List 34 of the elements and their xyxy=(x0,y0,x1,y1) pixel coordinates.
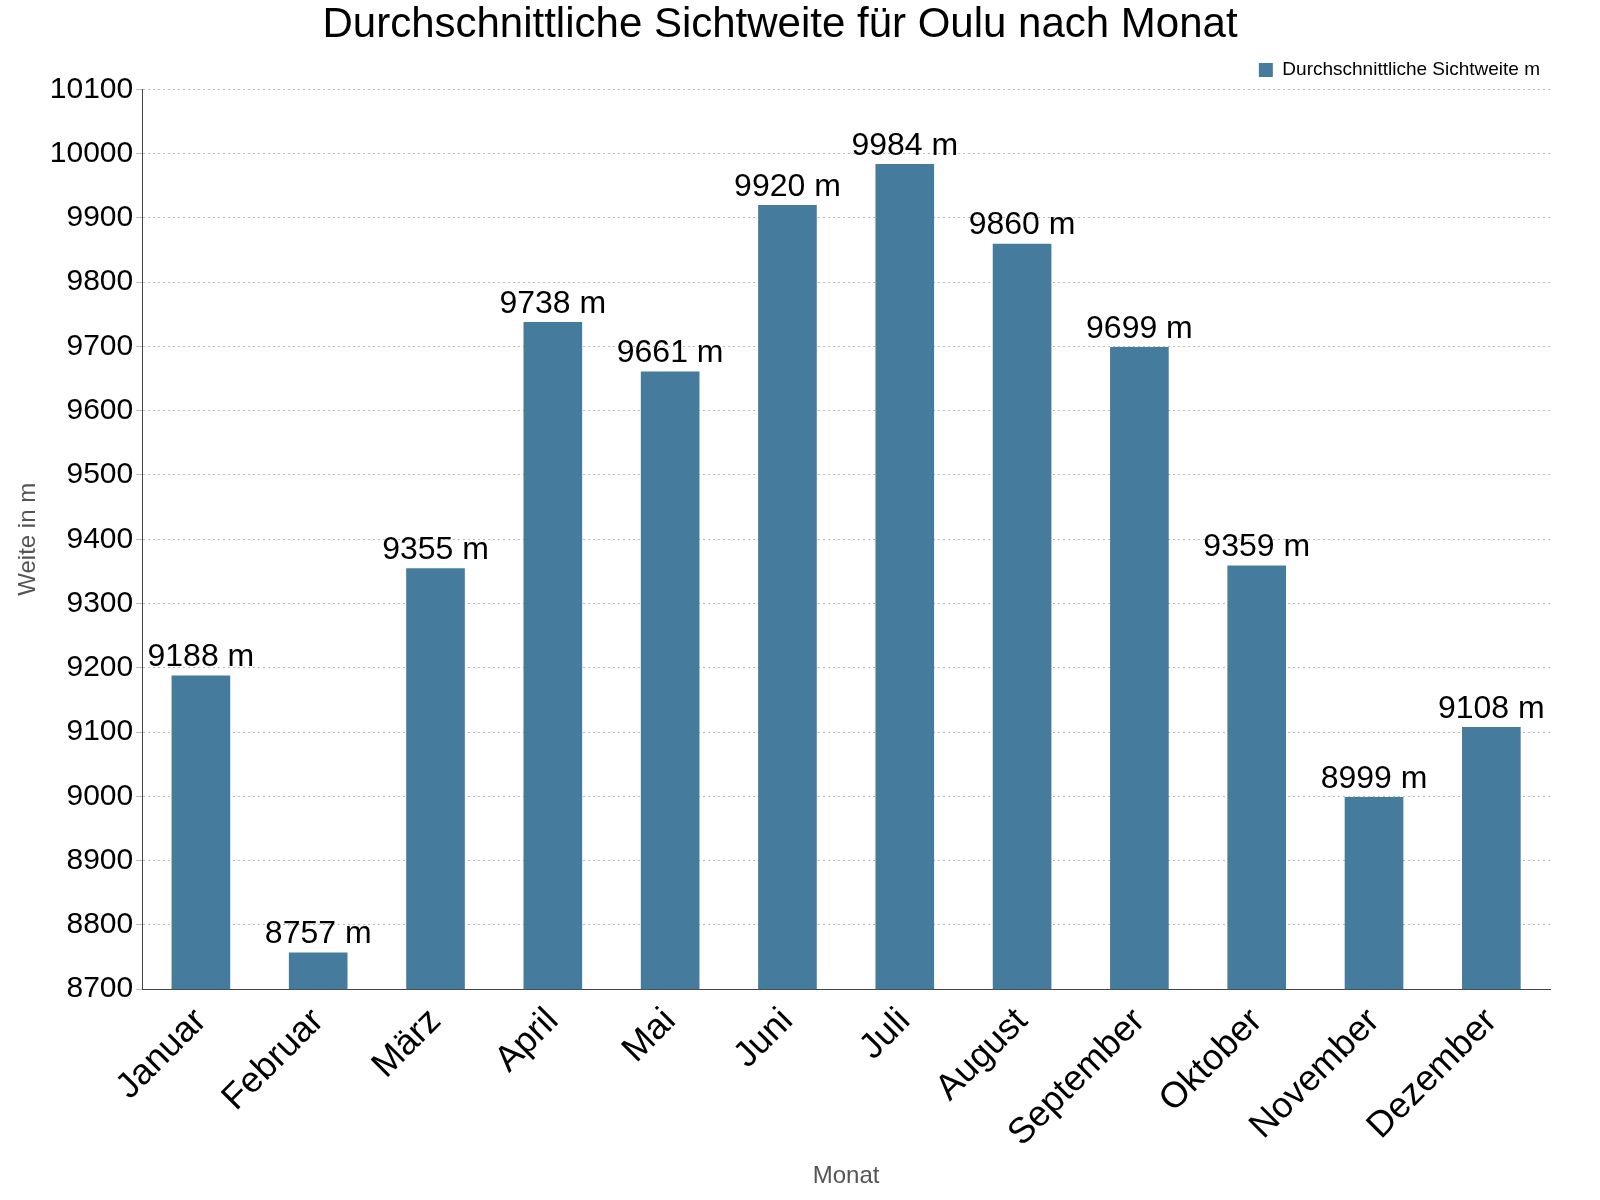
x-tick-label: Juni xyxy=(724,999,801,1075)
chart-title: Durchschnittliche Sichtweite für Oulu nach Monat xyxy=(322,0,1238,46)
data-label: 9984 m xyxy=(851,125,959,162)
y-tick-label: 9100 xyxy=(66,713,134,747)
data-label: 9661 m xyxy=(616,333,724,370)
y-tick-label: 9700 xyxy=(66,327,134,361)
data-label: 9860 m xyxy=(968,205,1076,242)
y-tick-label: 8800 xyxy=(66,906,134,940)
data-label: 9738 m xyxy=(499,283,607,320)
x-axis-title: Monat xyxy=(812,1161,880,1189)
data-label: 8757 m xyxy=(264,914,372,951)
y-tick-label: 9500 xyxy=(66,456,134,490)
y-tick-label: 8700 xyxy=(66,970,134,1004)
y-tick-label: 9200 xyxy=(66,649,134,683)
data-label: 9699 m xyxy=(1086,308,1193,345)
data-label: 9108 m xyxy=(1437,688,1545,725)
x-tick-label: Juli xyxy=(850,999,918,1067)
y-tick-label: 9300 xyxy=(66,584,134,618)
x-tick-label: Mai xyxy=(612,999,683,1070)
y-tick-label: 9400 xyxy=(66,520,134,554)
data-label: 9359 m xyxy=(1203,527,1311,564)
y-axis-title: Weite in m xyxy=(13,482,41,596)
y-tick-label: 10100 xyxy=(49,70,134,104)
y-tick-label: 8900 xyxy=(66,841,134,875)
y-tick-label: 9600 xyxy=(66,392,134,425)
data-label: 9355 m xyxy=(382,530,489,567)
legend-label: Durchschnittliche Sichtweite m xyxy=(1282,58,1541,80)
data-label: 8999 m xyxy=(1320,758,1428,795)
y-tick-label: 9000 xyxy=(66,777,134,811)
y-tick-label: 9900 xyxy=(66,199,134,233)
y-tick-label: 9800 xyxy=(66,263,134,297)
data-label: 9188 m xyxy=(147,637,255,674)
data-label: 9920 m xyxy=(734,166,841,203)
y-tick-label: 10000 xyxy=(49,134,134,168)
